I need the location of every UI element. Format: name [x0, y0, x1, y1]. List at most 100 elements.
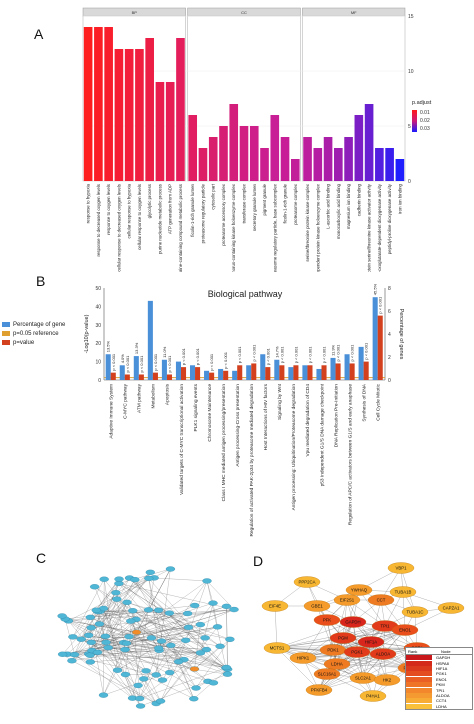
go-bar — [198, 148, 208, 181]
rank-node-name: CCT4 — [436, 698, 447, 704]
network-node — [86, 625, 96, 631]
rank-row: CCT4 — [406, 698, 472, 704]
go-bar — [208, 137, 218, 181]
go-term-label: proteasome regulatory particle — [200, 183, 205, 243]
facet-label: CC — [241, 10, 247, 15]
network-edge — [68, 620, 133, 699]
network-node — [103, 644, 113, 651]
network-node-label: HIF1A — [365, 640, 377, 645]
network-node — [195, 621, 206, 628]
network-edge — [128, 636, 201, 653]
pathway-label: C-MYC pathway — [123, 383, 129, 419]
network-node — [343, 646, 371, 658]
bar-percentage — [232, 370, 238, 380]
rank-row: HIF1A — [406, 665, 472, 671]
network-edge — [118, 568, 171, 584]
network-edge — [72, 579, 105, 637]
facet-label: MF — [351, 10, 357, 15]
network-edge — [71, 599, 117, 661]
network-edge — [116, 572, 151, 600]
network-node — [208, 600, 218, 606]
p-label: p < 0.001 — [181, 348, 186, 366]
pathway-label: Regulation of APC/C activators between G… — [347, 384, 353, 525]
network-node — [183, 624, 194, 631]
network-edge — [140, 681, 208, 707]
network-node — [111, 590, 121, 596]
network-edge — [68, 620, 197, 689]
network-node — [359, 690, 387, 702]
pathway-label: Antigen processing-Cross presentation — [235, 384, 241, 467]
bar-percentage — [246, 365, 252, 380]
network-node — [387, 562, 415, 574]
network-edge — [124, 649, 195, 670]
network-node-label: HIPK1 — [297, 656, 310, 661]
pathway-label: Cell Cycle Mitotic — [375, 383, 381, 420]
p-label: p < 0.001 — [237, 346, 242, 364]
legend-label-pvalue: p=value — [13, 339, 35, 346]
network-node-label: EIF2S1 — [340, 598, 355, 603]
p-label: p < 0.001 — [378, 296, 383, 314]
network-edge — [134, 579, 228, 675]
network-node — [165, 669, 175, 676]
network-node — [181, 637, 191, 643]
bar-pvalue — [321, 365, 327, 380]
go-term-label: proteasome complex — [293, 183, 298, 225]
y-tick-right: 6 — [388, 309, 391, 315]
rank-node-name: LDHA — [436, 703, 447, 709]
go-bar — [124, 49, 134, 181]
pathway-label: p53 Independent G1/S DNA damage checkpoi… — [319, 383, 325, 486]
network-edge — [97, 611, 179, 662]
network-node-label: YWHAQ — [351, 588, 368, 593]
network-edge — [170, 626, 218, 646]
network-edge — [89, 627, 189, 656]
network-edge — [91, 627, 104, 696]
network-edge — [160, 661, 179, 702]
network-node — [229, 606, 239, 613]
network-edge — [318, 629, 406, 691]
network-node-label: TUBA1B — [395, 590, 412, 595]
go-term-label: 2-oxoglutarate-dependent dioxygenase act… — [377, 183, 382, 272]
p-label: p < 0.001 — [364, 342, 369, 360]
p-label: p < 0.001 — [125, 355, 130, 373]
y-tick-label: 15 — [408, 14, 414, 20]
network-edge — [91, 650, 201, 654]
network-node-label: P4HA1 — [366, 694, 380, 699]
p-label: p < 0.001 — [195, 348, 200, 366]
network-node — [91, 607, 101, 613]
legend-pvalue: p=value — [2, 338, 94, 347]
legend-percentage: Percentage of gene — [2, 320, 94, 329]
network-node — [57, 613, 67, 619]
rank-color-cell — [406, 676, 432, 682]
y-axis-label-right: Percentage of genes — [398, 309, 404, 360]
bar-percentage — [161, 359, 167, 380]
network-node-label: GBE1 — [311, 604, 323, 609]
network-edge — [97, 652, 194, 699]
network-edge — [276, 641, 372, 649]
network-edge — [115, 578, 149, 593]
bar-percentage — [204, 370, 210, 380]
bar-pvalue — [110, 372, 116, 380]
bar-pvalue — [251, 363, 257, 380]
go-bar — [385, 148, 394, 181]
rank-table-header: Rank Node — [406, 648, 472, 655]
pct-label: 11.9% — [331, 344, 336, 355]
pct-label: 14.7% — [274, 346, 279, 358]
go-bar — [364, 104, 374, 181]
rank-row: ALDOA — [406, 692, 472, 698]
network-node — [202, 578, 212, 584]
pathway-label: PLK1 signaling events — [193, 383, 199, 431]
network-edge — [342, 637, 364, 679]
go-term-label: purine nucleotide metabolic process — [157, 183, 162, 254]
network-edge — [103, 608, 227, 668]
network-edge — [160, 652, 201, 702]
p-label: p < 0.001 — [223, 351, 228, 369]
network-node — [191, 685, 201, 691]
network-node — [164, 610, 175, 616]
network-node — [86, 639, 96, 646]
network-node — [143, 607, 154, 613]
go-bar — [239, 126, 249, 181]
network-edge — [91, 609, 235, 628]
go-bar — [395, 159, 405, 181]
network-node-label: SLC16A1 — [318, 672, 337, 677]
pathway-label: Signaling by Wnt — [277, 383, 283, 420]
